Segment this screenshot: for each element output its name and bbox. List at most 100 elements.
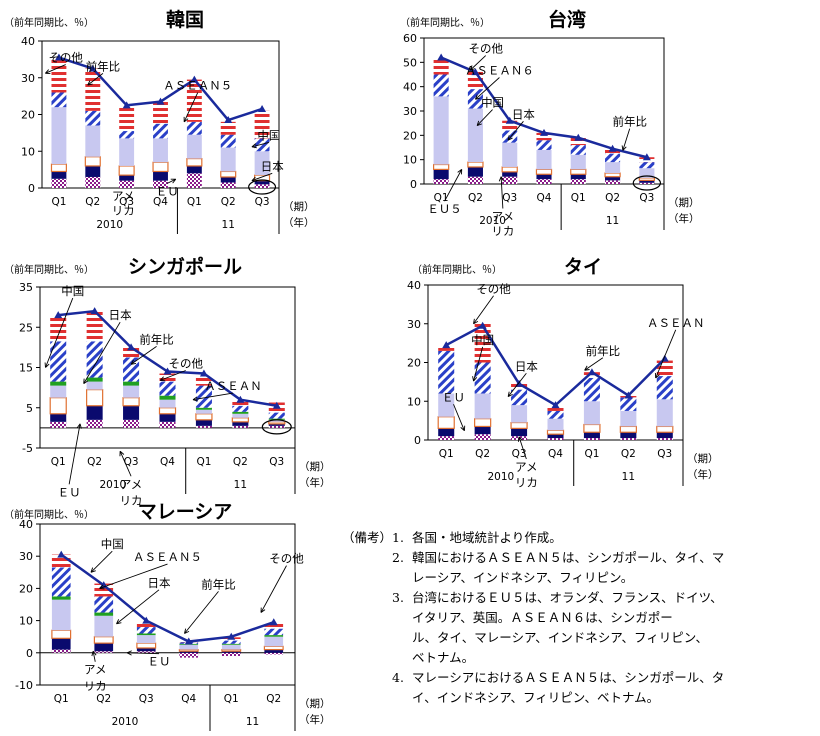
yoy-point [551,401,560,409]
annotation-arrow [251,142,269,148]
yoy-point [272,401,281,409]
bar-segment [159,399,176,408]
annotation-label: 日本 [512,107,535,121]
bar-segment [268,421,286,425]
bar-Q3 [501,120,518,184]
bar-segment [438,436,455,440]
bar-segment [570,154,586,170]
yoy-point [587,368,596,376]
bar-Q4 [535,132,553,184]
bar-segment [51,567,71,597]
annotation-arrow [476,109,493,126]
yoy-point [642,153,651,161]
chart-title: タイ [564,256,602,278]
annotation-arrow [167,178,176,184]
note-number: 2. [392,550,404,565]
bar-segment [49,397,67,415]
arrow-head [251,143,257,149]
annotation-arrow [473,346,484,382]
annotation-arrow [92,651,96,662]
axis-unit-year: （年） [668,212,700,225]
yoy-point [156,97,165,105]
note-number [392,628,412,648]
annotation-label: 中国 [101,537,124,551]
annotation-label: その他 [476,282,511,296]
yoy-point [190,75,199,83]
bar-segment [547,418,564,431]
bar-segment [136,622,156,628]
arrow-head [184,628,190,634]
bar-segment [86,389,104,407]
note-line: イ、インドネシア、フィリピン、ベトナム。 [342,688,812,708]
bar-segment [536,140,552,150]
note-prefix [342,648,392,668]
bar-segment [604,172,621,178]
bar-Q1 [49,317,67,428]
bar-Q2 [86,311,104,428]
annotation-label: その他 [269,552,304,566]
bar-segment [86,381,103,390]
annotation-arrow [444,169,463,202]
bar-segment [85,110,101,126]
bar-segment [570,179,586,184]
annotation-arrow [518,436,527,460]
bar-segment [510,421,528,429]
bar-Q3 [510,383,528,440]
bar-Q1 [186,79,203,188]
bar-segment [50,317,67,342]
x-tick-label: Q1 [584,448,599,460]
bar-segment [158,407,177,415]
yoy-point [437,53,446,61]
annotation-label: アメ [492,210,514,224]
bar-segment [511,389,528,406]
bar-segment [656,399,673,427]
x-tick-label: Q1 [196,456,211,468]
yoy-line [60,553,275,643]
annotation-arrow [584,357,604,371]
bar-segment [195,425,212,428]
annotation-arrow [45,64,66,74]
bar-segment [153,171,168,181]
x-tick-label: Q3 [502,192,517,204]
annotation-label: 日本 [148,576,171,590]
yoy-point [127,343,136,351]
bar-segment [118,165,135,176]
bar-segment [502,142,518,167]
y-tick-label: 5 [26,402,33,415]
bar-segment [605,162,621,174]
bar-segment [639,168,655,178]
note-text: 韓国におけるＡＳＥＡＮ５は、シンガポール、タイ、マ [412,550,725,565]
y-tick-label: 35 [19,281,33,294]
note-line: 4. マレーシアにおけるＡＳＥＡＮ５は、シンガポール、タ [342,668,812,688]
yoy-point [442,341,451,349]
bar-Q1 [51,554,72,653]
bar-segment [85,165,101,177]
annotation-label: 日本 [515,359,538,373]
bar-segment [502,176,518,184]
y-tick-label: 20 [407,357,421,370]
bar-segment [254,138,270,152]
yoy-point [184,637,193,645]
x-tick-label: Q4 [548,448,563,460]
annotation-arrow [507,121,524,141]
bar-segment [123,405,140,420]
arrow-head [469,65,476,71]
bar-segment [94,596,114,613]
year-label: 11 [234,479,247,491]
axis-unit-period: （期） [687,453,719,465]
bar-Q2 [467,69,484,184]
note-text: イ、インドネシア、フィリピン、ベトナム。 [412,690,660,705]
annotation-arrow [622,128,631,151]
plot-frame [39,523,296,686]
bar-segment [264,628,284,636]
bar-Q3 [118,105,135,188]
bar-segment [536,174,552,180]
bar-segment [536,179,552,184]
bar-segment [119,131,135,139]
bar-segment [50,421,67,428]
arrow-head [170,178,177,184]
x-tick-label: Q2 [475,448,490,460]
bar-Q1 [195,375,213,428]
arrow-head [183,116,189,123]
annotation-label: 中国 [257,128,280,142]
